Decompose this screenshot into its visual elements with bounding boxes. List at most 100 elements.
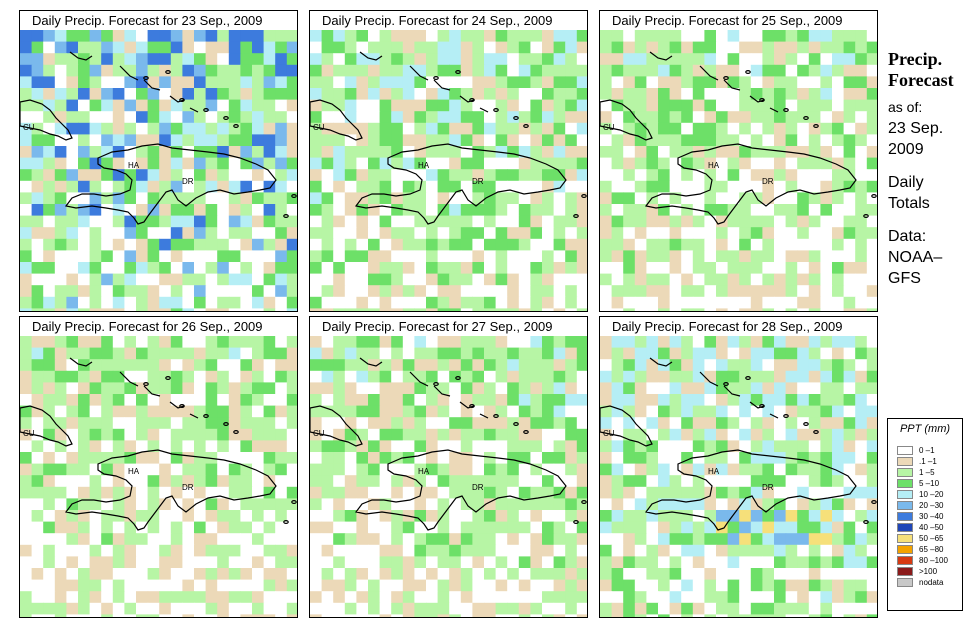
precip-cell (124, 53, 137, 66)
precip-cell (565, 30, 578, 43)
precip-cell (774, 440, 787, 453)
precip-cell (750, 591, 763, 604)
precip-cell (124, 64, 137, 77)
precip-cell (704, 336, 717, 349)
precip-cell (159, 579, 172, 592)
precip-cell (182, 169, 195, 182)
precip-cell (252, 88, 265, 101)
precip-cell (472, 614, 485, 617)
precip-cell (263, 273, 276, 286)
precip-cell (704, 64, 717, 77)
precip-cell (321, 192, 334, 205)
precip-cell (669, 521, 682, 534)
precip-cell (739, 579, 752, 592)
precip-cell (170, 591, 183, 604)
precip-cell (66, 169, 79, 182)
precip-cell (414, 463, 427, 476)
precip-cell (124, 76, 137, 89)
precip-cell (716, 475, 729, 488)
islet (179, 403, 185, 408)
precip-cell (124, 308, 137, 311)
sidebar-info: Precip. Forecast as of: 23 Sep. 2009 Dai… (888, 49, 954, 289)
precip-cell (252, 122, 265, 135)
precip-cell (402, 498, 415, 511)
precip-cell (785, 382, 798, 395)
precip-cell (194, 41, 207, 54)
precip-cell (692, 250, 705, 263)
precip-cell (194, 308, 207, 311)
precip-cell (762, 285, 775, 298)
precip-cell (217, 308, 230, 311)
precip-cell (54, 99, 67, 112)
precip-cell (20, 579, 33, 592)
precip-cell (820, 41, 833, 54)
precip-cell (402, 30, 415, 43)
precip-cell (634, 41, 647, 54)
precip-cell (321, 533, 334, 546)
precip-cell (54, 602, 67, 615)
precip-cell (252, 111, 265, 124)
precip-cell (112, 30, 125, 43)
precip-cell (31, 53, 44, 66)
precip-cell (368, 463, 381, 476)
islet (469, 403, 475, 408)
precip-cell (808, 382, 821, 395)
precip-cell (391, 53, 404, 66)
precip-cell (542, 204, 555, 217)
precip-cell (669, 215, 682, 228)
precip-cell (66, 556, 79, 569)
precip-cell (727, 336, 740, 349)
precip-cell (205, 262, 218, 275)
precip-cell (808, 204, 821, 217)
precip-cell (797, 250, 810, 263)
precip-cell (774, 285, 787, 298)
precip-cell (112, 180, 125, 193)
precip-cell (507, 134, 520, 147)
precip-cell (43, 521, 56, 534)
precip-cell (669, 544, 682, 557)
precip-cell (750, 296, 763, 309)
precip-cell (681, 99, 694, 112)
precip-cell (402, 146, 415, 159)
precip-cell (136, 510, 149, 523)
precip-cell (228, 336, 241, 349)
precip-cell (727, 296, 740, 309)
precip-cell (855, 602, 868, 615)
precip-cell (762, 463, 775, 476)
precip-cell (228, 475, 241, 488)
precip-cell (437, 521, 450, 534)
precip-cell (855, 475, 868, 488)
precip-cell (518, 579, 531, 592)
precip-cell (275, 122, 288, 135)
precip-cell (333, 296, 346, 309)
precip-cell (182, 440, 195, 453)
precip-cell (344, 227, 357, 240)
precip-cell (658, 192, 671, 205)
precip-cell (426, 417, 439, 430)
precip-cell (426, 88, 439, 101)
island-outline (433, 385, 451, 397)
precip-cell (263, 614, 276, 617)
precip-cell (553, 308, 566, 311)
precip-cell (727, 215, 740, 228)
precip-cell (692, 486, 705, 499)
precip-cell (182, 250, 195, 263)
precip-cell (426, 440, 439, 453)
precip-cell (78, 394, 91, 407)
precip-cell (449, 498, 462, 511)
precip-cell (495, 157, 508, 170)
precip-cell (426, 99, 439, 112)
precip-cell (484, 308, 497, 311)
precip-cell (344, 134, 357, 147)
precip-cell (762, 510, 775, 523)
precip-cell (658, 498, 671, 511)
precip-cell (634, 285, 647, 298)
precip-cell (286, 417, 297, 430)
precip-cell (495, 204, 508, 217)
precip-cell (321, 498, 334, 511)
precip-cell (310, 30, 323, 43)
precip-cell (170, 510, 183, 523)
precip-cell (530, 394, 543, 407)
precip-cell (182, 53, 195, 66)
precip-cell (321, 382, 334, 395)
